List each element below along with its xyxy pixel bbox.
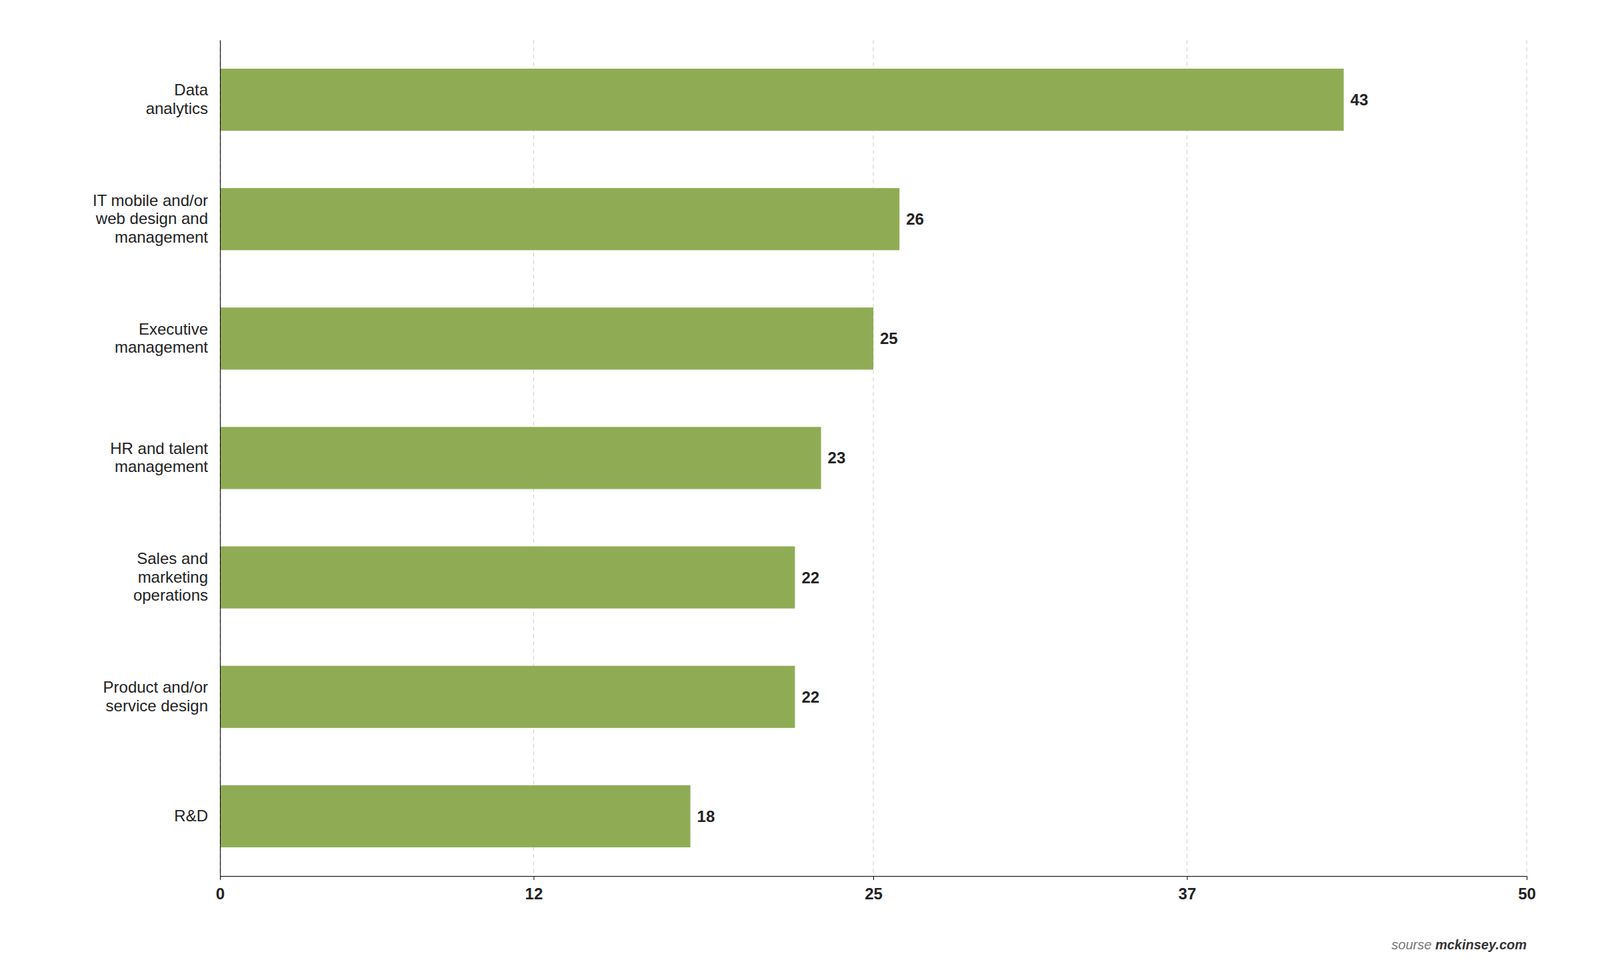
bar bbox=[220, 666, 795, 728]
y-tick-label-line: R&D bbox=[174, 806, 208, 825]
x-tick-label: 12 bbox=[525, 884, 544, 903]
y-tick: Executivemanagement bbox=[114, 320, 220, 357]
x-tick: 12 bbox=[525, 876, 544, 903]
y-tick-label-line: management bbox=[114, 338, 208, 356]
y-tick-label: Product and/orservice design bbox=[103, 678, 208, 715]
y-tick-label-line: marketing bbox=[138, 568, 208, 586]
y-tick-label-line: management bbox=[114, 228, 208, 246]
y-tick-label-line: Sales and bbox=[136, 549, 208, 568]
y-tick: Product and/orservice design bbox=[103, 678, 220, 715]
source-bold: mckinsey.com bbox=[1435, 937, 1527, 952]
y-axis: R&D Product and/orservice design Sales and… bbox=[92, 40, 220, 877]
y-axis-line bbox=[220, 40, 221, 877]
bar bbox=[220, 188, 900, 250]
x-tick-label: 50 bbox=[1518, 884, 1536, 903]
x-tick-label: 25 bbox=[864, 884, 883, 903]
x-tick: 25 bbox=[864, 876, 883, 903]
y-tick-label-line: Product and/or bbox=[103, 678, 208, 696]
x-tick-mark bbox=[1526, 876, 1528, 880]
y-tick: Sales andmarketingoperations bbox=[133, 549, 220, 604]
x-tick-label: 37 bbox=[1178, 884, 1197, 903]
y-tick-label-line: Executive bbox=[138, 320, 208, 338]
bars bbox=[220, 68, 1344, 848]
x-tick: 50 bbox=[1518, 876, 1536, 903]
y-tick: HR and talentmanagement bbox=[110, 439, 220, 476]
y-tick-label: Executivemanagement bbox=[114, 320, 208, 357]
x-axis: 0 12 25 37 50 bbox=[216, 876, 1536, 903]
data-label: 23 bbox=[828, 448, 846, 467]
y-tick-label-line: IT mobile and/or bbox=[92, 191, 208, 210]
y-tick-label-line: management bbox=[114, 457, 208, 476]
x-tick-mark bbox=[1186, 876, 1188, 880]
y-tick-label-line: operations bbox=[133, 586, 208, 604]
data-label: 43 bbox=[1350, 90, 1369, 109]
grid-line bbox=[873, 40, 874, 876]
y-tick: IT mobile and/orweb design andmanagement bbox=[92, 191, 220, 246]
y-tick-label: IT mobile and/orweb design andmanagement bbox=[92, 191, 208, 246]
y-tick-label: Dataanalytics bbox=[146, 80, 209, 118]
source-regular: sourse bbox=[1391, 937, 1436, 952]
x-tick-mark bbox=[220, 876, 221, 880]
bar bbox=[220, 68, 1344, 131]
y-tick-label: R&D bbox=[174, 806, 208, 825]
plot: 18 22 22 23 25 26 43 0 12 25 37 50 R&D Product and/or… bbox=[92, 40, 1536, 903]
bar bbox=[220, 785, 691, 848]
data-label: 22 bbox=[801, 688, 820, 706]
data-labels: 18 22 22 23 25 26 43 bbox=[697, 90, 1369, 826]
data-label: 18 bbox=[697, 807, 716, 826]
x-tick-label: 0 bbox=[216, 884, 225, 903]
bar bbox=[220, 426, 822, 489]
grid bbox=[220, 40, 1527, 876]
x-tick: 37 bbox=[1178, 876, 1197, 903]
data-label: 22 bbox=[801, 568, 820, 587]
chart: 18 22 22 23 25 26 43 0 12 25 37 50 R&D Product and/or… bbox=[0, 0, 1600, 976]
x-tick-mark bbox=[533, 876, 534, 880]
y-tick-label-line: service design bbox=[106, 696, 208, 715]
bar bbox=[220, 546, 795, 609]
grid-line bbox=[220, 40, 221, 876]
grid-line bbox=[1526, 40, 1528, 876]
grid-line bbox=[1186, 40, 1188, 876]
bar bbox=[220, 307, 874, 370]
source: sourse mckinsey.com bbox=[1391, 937, 1527, 952]
y-tick: R&D bbox=[174, 806, 220, 825]
y-tick-label-line: analytics bbox=[146, 99, 208, 118]
data-label: 26 bbox=[906, 210, 924, 228]
x-tick-mark bbox=[873, 876, 874, 880]
data-label: 25 bbox=[880, 329, 898, 348]
y-tick-label-line: HR and talent bbox=[110, 439, 208, 458]
y-tick-label: HR and talentmanagement bbox=[110, 439, 208, 476]
x-tick: 0 bbox=[216, 876, 225, 903]
y-tick: Dataanalytics bbox=[146, 80, 220, 118]
y-tick-label-line: web design and bbox=[95, 209, 208, 228]
y-tick-label: Sales andmarketingoperations bbox=[133, 549, 208, 604]
y-tick-label-line: Data bbox=[174, 80, 208, 99]
